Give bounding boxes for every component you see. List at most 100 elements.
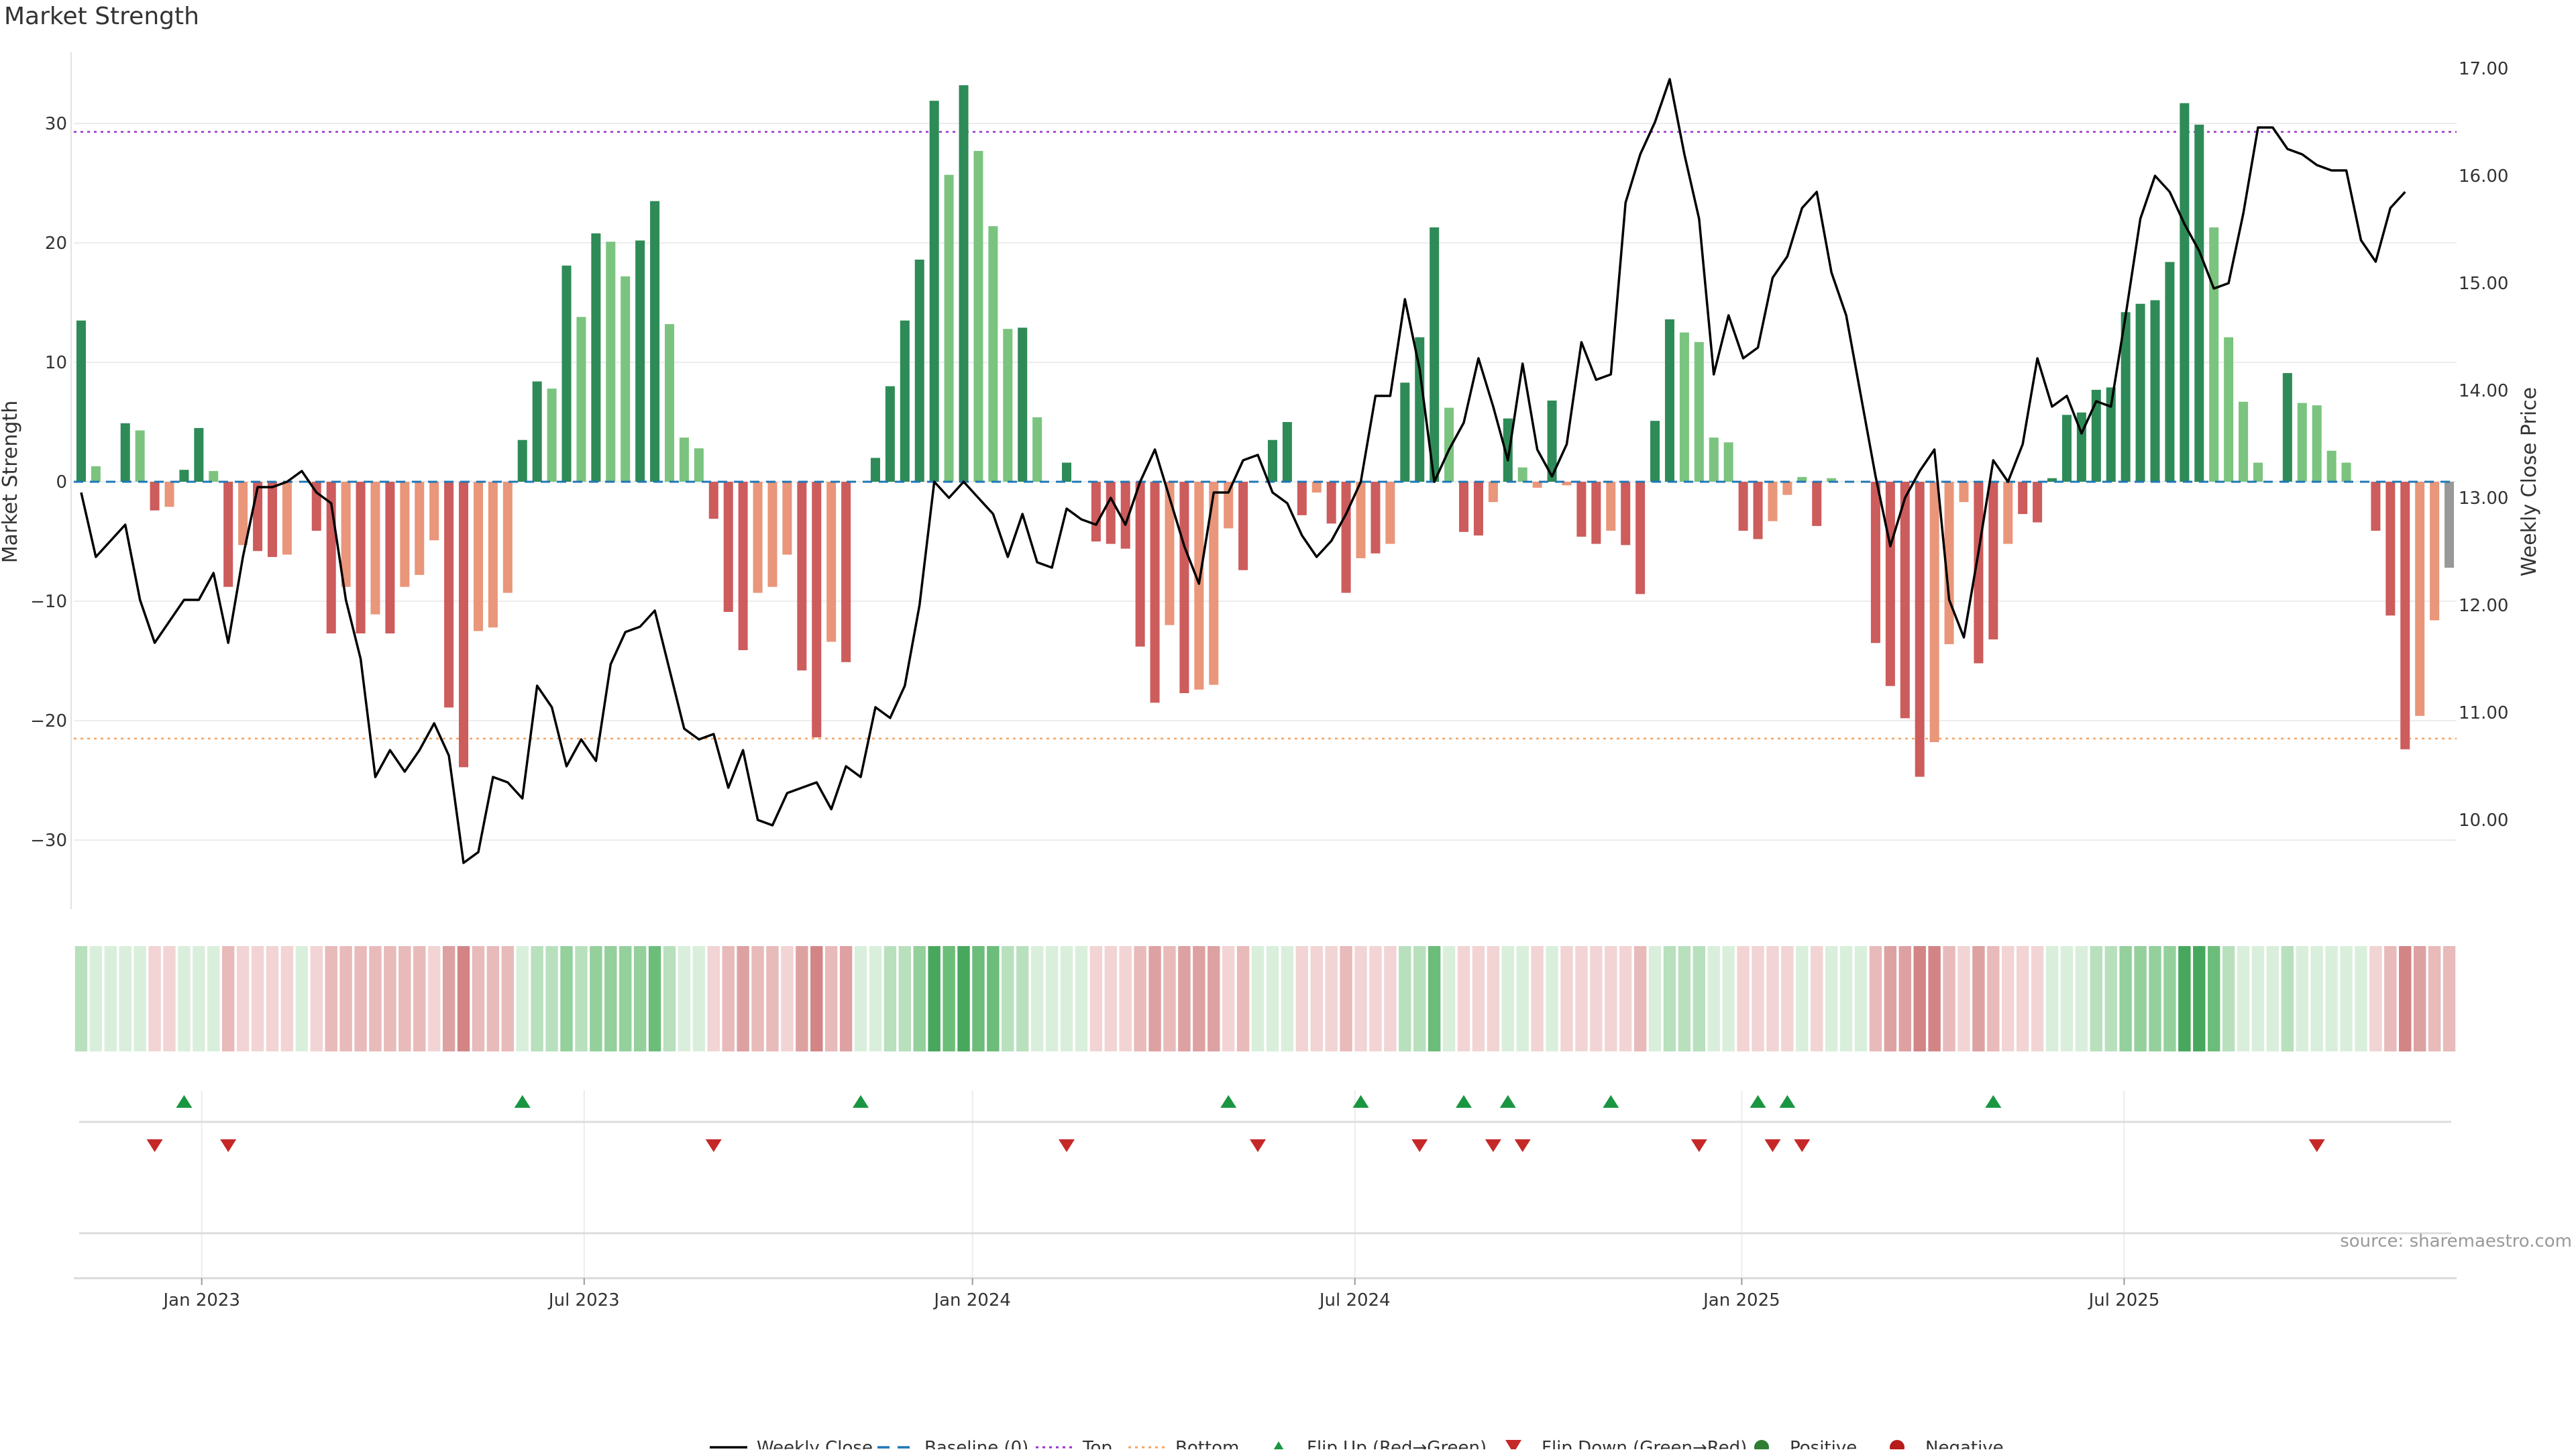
flip-up-marker: [1499, 1095, 1516, 1108]
heat-strip-cell: [1928, 946, 1941, 1051]
heat-strip-cell: [472, 946, 485, 1051]
heat-strip-cell: [1163, 946, 1176, 1051]
strength-bar: [708, 482, 718, 519]
strength-bar: [1120, 482, 1130, 549]
strength-bar: [812, 482, 822, 737]
flip-up-marker: [1779, 1095, 1796, 1108]
flip-up-marker: [853, 1095, 869, 1108]
strength-bar: [150, 482, 160, 511]
heat-strip-cell: [222, 946, 235, 1051]
heat-strip-cell: [133, 946, 146, 1051]
strength-bar: [635, 240, 645, 482]
heat-strip-cell: [1781, 946, 1794, 1051]
heat-strip-cell: [1457, 946, 1470, 1051]
heat-strip-cell: [1428, 946, 1441, 1051]
heat-strip-cell: [2281, 946, 2294, 1051]
heat-strip-cell: [2104, 946, 2117, 1051]
y-tick-label: 20: [45, 234, 67, 254]
strength-bar: [664, 324, 675, 482]
heat-strip-cell: [2340, 946, 2353, 1051]
flip-down-marker: [1514, 1139, 1531, 1152]
strength-bar: [1061, 462, 1072, 482]
heat-strip-cell: [972, 946, 985, 1051]
strength-bar: [973, 150, 983, 482]
heat-strip-cell: [1546, 946, 1558, 1051]
heat-strip-cell: [251, 946, 264, 1051]
x-tick-label: Jan 2025: [1702, 1290, 1780, 1310]
heat-strip-cell: [89, 946, 103, 1051]
heat-strip-cell: [943, 946, 955, 1051]
heat-strip-cell: [2310, 946, 2323, 1051]
heat-strip-cell: [1737, 946, 1750, 1051]
heat-strip-cell: [766, 946, 779, 1051]
strength-bar: [2180, 103, 2190, 482]
heat-strip-cell: [1898, 946, 1911, 1051]
flip-up-marker: [1750, 1095, 1766, 1108]
strength-bar: [517, 439, 527, 482]
strength-bar: [2282, 373, 2292, 482]
strength-bar: [1150, 482, 1160, 703]
strength-bar: [2253, 462, 2263, 482]
strength-bar: [738, 482, 748, 650]
heat-strip-cell: [1134, 946, 1146, 1051]
y-tick-label: −30: [30, 831, 67, 851]
strength-bar: [2091, 389, 2101, 482]
strength-bar: [2047, 478, 2057, 482]
strength-bar: [1179, 482, 1189, 694]
heat-strip-cell: [516, 946, 529, 1051]
legend-swatch-positive: [1754, 1440, 1769, 1452]
strength-bar: [782, 482, 792, 555]
strength-bar: [1782, 482, 1792, 495]
strength-bar: [2165, 262, 2175, 482]
heat-strip-cell: [398, 946, 411, 1051]
heat-strip-cell: [1619, 946, 1632, 1051]
strength-bar: [1106, 482, 1116, 544]
strength-bar: [1915, 482, 1925, 777]
heat-strip-cell: [104, 946, 117, 1051]
strength-bar: [179, 470, 189, 482]
strength-bar: [1709, 437, 1719, 482]
heat-strip-cell: [2237, 946, 2250, 1051]
strength-bar: [753, 482, 763, 593]
heat-strip-cell: [913, 946, 926, 1051]
strength-bar: [2121, 312, 2131, 482]
strength-bar: [76, 320, 86, 482]
strength-bar: [502, 482, 513, 593]
heat-strip-cell: [2222, 946, 2235, 1051]
strength-bar: [1267, 439, 1277, 482]
heat-strip-cell: [148, 946, 161, 1051]
heat-strip-cell: [1516, 946, 1529, 1051]
heat-strip-cell: [2208, 946, 2220, 1051]
heat-strip-cell: [2325, 946, 2338, 1051]
strength-bar: [238, 482, 248, 546]
heat-strip-cell: [1340, 946, 1352, 1051]
heat-strip-cell: [928, 946, 941, 1051]
strength-bar: [694, 448, 704, 482]
heat-strip-cell: [369, 946, 382, 1051]
heat-strip-cell: [839, 946, 853, 1051]
strength-bar: [1988, 482, 1998, 639]
strength-bar: [767, 482, 777, 587]
heat-strip-cell: [1222, 946, 1235, 1051]
heat-strip-cell: [1030, 946, 1044, 1051]
heat-strip-cell: [957, 946, 970, 1051]
heat-strip-cell: [854, 946, 867, 1051]
strength-bar: [2239, 401, 2249, 482]
legend-label: Top: [1082, 1438, 1112, 1449]
strength-bar: [1606, 482, 1616, 531]
strength-bar: [444, 482, 454, 708]
flip-down-marker: [705, 1139, 722, 1152]
y2-tick-label: 13.00: [2459, 488, 2508, 509]
strength-bar: [1356, 482, 1366, 558]
strength-bar: [797, 482, 807, 671]
strength-bar: [1768, 482, 1778, 521]
x-tick-label: Jan 2024: [932, 1290, 1011, 1310]
strength-bar: [2326, 450, 2337, 482]
strength-bar: [341, 482, 351, 587]
heat-strip-cell: [1354, 946, 1367, 1051]
strength-bar: [223, 482, 233, 587]
heat-strip-cell: [2251, 946, 2265, 1051]
heat-strip-cell: [1839, 946, 1853, 1051]
strength-bar: [1974, 482, 1984, 664]
strength-bar: [1679, 332, 1689, 482]
